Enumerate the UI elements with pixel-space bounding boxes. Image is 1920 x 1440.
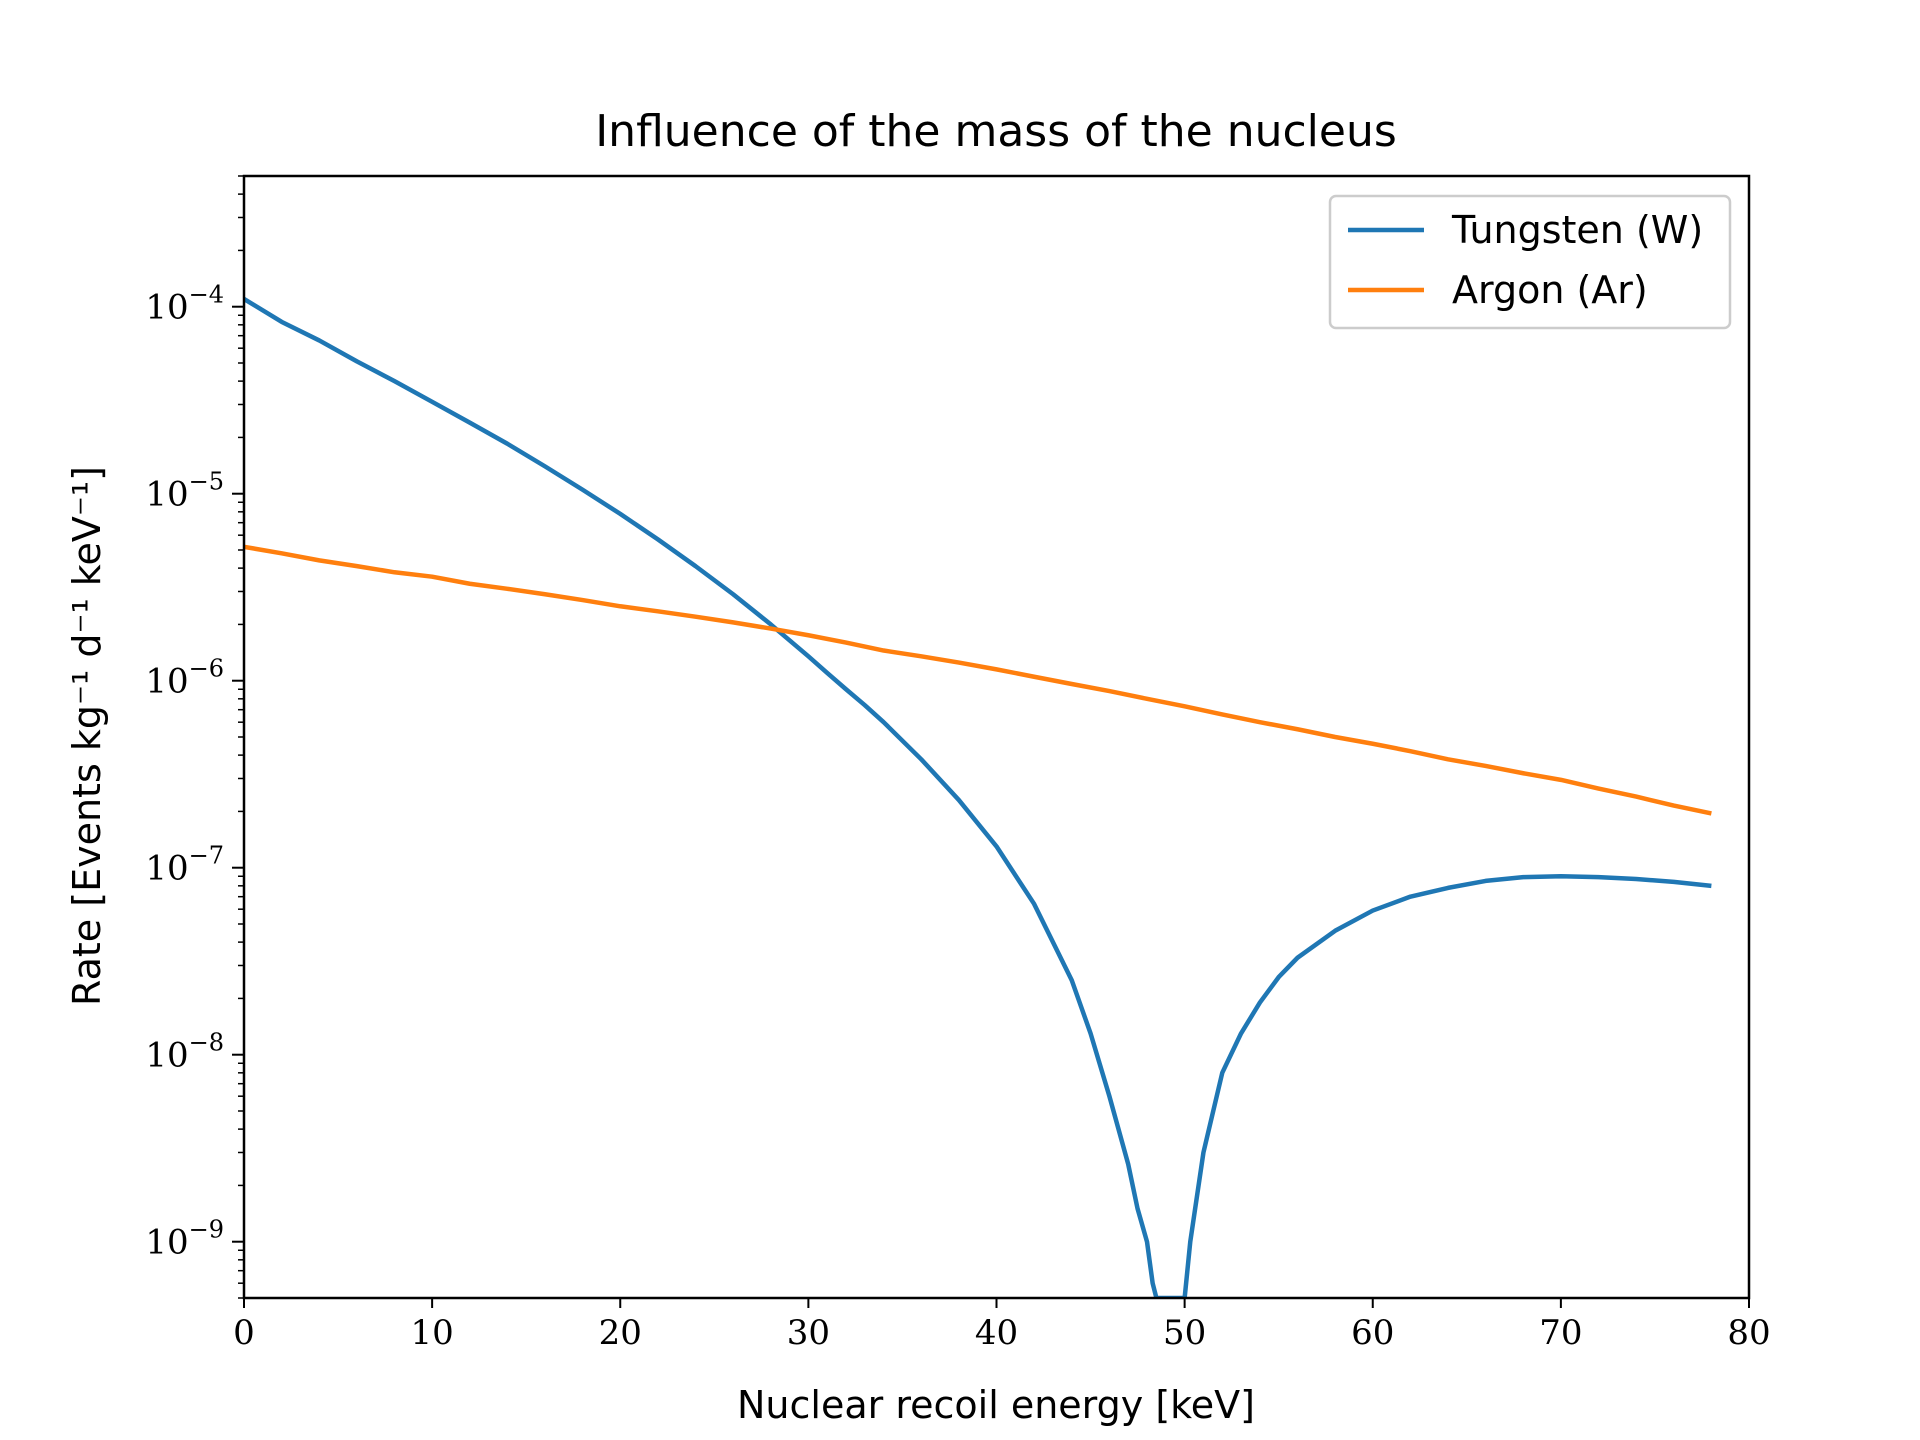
x-tick-label: 40: [975, 1313, 1018, 1353]
x-tick-label: 10: [410, 1313, 453, 1353]
y-tick-label: 10−5: [145, 468, 224, 515]
legend-box: [1328, 194, 1732, 330]
x-tick-label: 60: [1351, 1313, 1394, 1353]
x-tick-label: 70: [1539, 1313, 1582, 1353]
x-tick-label: 80: [1727, 1313, 1770, 1353]
axes-frame: [242, 174, 1751, 1300]
y-tick-label: 10−9: [145, 1216, 224, 1263]
axis-ticks: 0 10 20 30 40 50 60 70 80 10−9 10−8 10−7 10−6 10−5 10−…: [145, 174, 1771, 1353]
x-axis-label: Nuclear recoil energy [keV]: [737, 1383, 1255, 1427]
legend-label-argon-ar: Argon (Ar): [1452, 268, 1648, 312]
y-tick-label: 10−6: [145, 655, 224, 702]
chart-title: Influence of the mass of the nucleus: [595, 106, 1397, 157]
legend-label-tungsten-w: Tungsten (W): [1451, 208, 1703, 252]
y-tick-label: 10−8: [145, 1029, 224, 1076]
series-line-argon-ar: [244, 544, 1712, 816]
x-tick-label: 50: [1163, 1313, 1206, 1353]
legend: Tungsten (W) Argon (Ar): [1328, 194, 1732, 330]
x-tick-label: 20: [599, 1313, 642, 1353]
x-tick-label: 0: [233, 1313, 255, 1353]
plot-area: [244, 297, 1712, 1298]
y-tick-label: 10−4: [145, 281, 224, 328]
series-line-tungsten-w: [244, 297, 1712, 1298]
y-tick-label: 10−7: [145, 842, 224, 889]
y-axis-label: Rate [Events kg⁻¹ d⁻¹ keV⁻¹]: [65, 466, 109, 1006]
x-tick-label: 30: [787, 1313, 830, 1353]
